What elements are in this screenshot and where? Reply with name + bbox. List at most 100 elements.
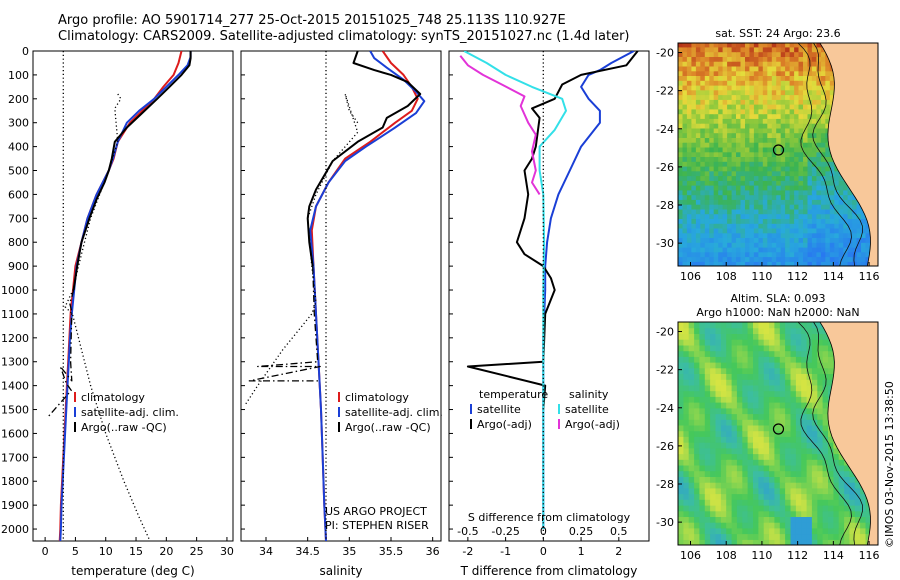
salinity-legend-label: Argo(..raw -QC)	[345, 421, 431, 434]
salinity-xtick-label: 35.5	[379, 545, 404, 558]
imos-credit: ©IMOS 03-Nov-2015 13:38:50	[883, 381, 896, 548]
sst_map-frame	[677, 42, 879, 267]
salinity-legend-label: climatology	[345, 391, 409, 404]
salinity-legend-label: satellite-adj. clim.	[345, 406, 443, 419]
temperature-ytick-label: 1600	[1, 427, 29, 440]
temperature-ytick-label: 2000	[1, 523, 29, 536]
temperature-ytick-label: 700	[8, 212, 29, 225]
sla_map-ytick-label: -22	[656, 364, 674, 377]
difference-legend-label: Argo(-adj)	[477, 418, 532, 431]
sla_map-xtick-label: 116	[859, 549, 880, 562]
temperature-legend-label: Argo(..raw -QC)	[81, 421, 167, 434]
temperature-ytick-label: 100	[8, 69, 29, 82]
temperature-ytick-label: 1500	[1, 404, 29, 417]
sla_map-isobath	[812, 322, 864, 545]
salinity-annotation-line: US ARGO PROJECT	[325, 505, 427, 518]
salinity-series-3	[248, 266, 321, 382]
temperature-xtick-label: 15	[129, 545, 143, 558]
temperature-xtick-label: 25	[190, 545, 204, 558]
sst_map-xtick-label: 108	[716, 270, 737, 283]
sst_map-isobath	[797, 43, 852, 266]
temperature-ytick-label: 1300	[1, 356, 29, 369]
header-line-1: Argo profile: AO 5901714_277 25-Oct-2015…	[58, 13, 566, 28]
temperature-series-2	[72, 51, 192, 291]
temperature-ytick-label: 1400	[1, 380, 29, 393]
difference-xlabel: T difference from climatology	[460, 564, 638, 578]
difference-legend-label: Argo(-adj)	[565, 418, 620, 431]
sla_map-ytick-label: -24	[656, 402, 674, 415]
sla_map-ytick-label: -28	[656, 478, 674, 491]
difference-xtick-label: 1	[578, 545, 585, 558]
difference-xtick-label: -1	[500, 545, 511, 558]
difference-series-2	[463, 51, 567, 529]
sst_map-argo-marker	[772, 144, 785, 156]
sla_map-ytick-label: -26	[656, 440, 674, 453]
difference-legend-header-temperature: temperature	[479, 388, 548, 401]
sst_map-xtick-label: 116	[859, 270, 880, 283]
difference-xtick-label: -2	[462, 545, 473, 558]
temperature-xlabel: temperature (deg C)	[71, 564, 194, 578]
sla_map-ytick-label: -20	[656, 326, 674, 339]
header-line-2: Climatology: CARS2009. Satellite-adjuste…	[58, 29, 630, 44]
temperature-xtick-label: 0	[42, 545, 49, 558]
temperature-xtick-label: 5	[72, 545, 79, 558]
sst_map-isobath	[812, 43, 864, 266]
salinity-annotation-line: PI: STEPHEN RISER	[325, 519, 429, 532]
salinity-xlabel: salinity	[319, 564, 362, 578]
sst_map-ytick-label: -30	[656, 237, 674, 250]
sst_map-ytick-label: -26	[656, 161, 674, 174]
difference-series-0	[542, 51, 635, 529]
sst_map-land	[819, 43, 878, 266]
salinity-series-4	[244, 93, 359, 406]
sst_map-field	[678, 43, 878, 266]
sla_map-ytick-label: -30	[656, 516, 674, 529]
sst_map-ytick-label: -22	[656, 85, 674, 98]
sst_map-ytick-label: -28	[656, 199, 674, 212]
sla_map-subtitle: Argo h1000: NaN h2000: NaN	[696, 306, 859, 319]
sla_map-xtick-label: 112	[787, 549, 808, 562]
sst_map-xtick-label: 110	[751, 270, 772, 283]
sla_map-argo-marker	[772, 423, 785, 435]
salinity-frame	[240, 50, 442, 542]
salinity-xtick-label: 36	[426, 545, 440, 558]
sla_map-land	[819, 322, 878, 545]
temperature-ytick-label: 1800	[1, 475, 29, 488]
sst_map-xtick-label: 106	[680, 270, 701, 283]
sst_map-xtick-label: 112	[787, 270, 808, 283]
sla_map-xtick-label: 114	[823, 549, 844, 562]
temperature-xtick-label: 30	[220, 545, 234, 558]
difference-xtick-label: 2	[615, 545, 622, 558]
temperature-ytick-label: 1700	[1, 451, 29, 464]
sst_map-ytick-label: -20	[656, 47, 674, 60]
sla_map-field	[678, 322, 878, 545]
salinity-xtick-label: 35	[342, 545, 356, 558]
difference-xtick-label: 0	[540, 545, 547, 558]
temperature-ytick-label: 400	[8, 141, 29, 154]
sla_map-xtick-label: 108	[716, 549, 737, 562]
sla_map-frame	[677, 321, 879, 546]
temperature-ytick-label: 1900	[1, 499, 29, 512]
sst_map-xtick-label: 114	[823, 270, 844, 283]
temperature-frame	[32, 50, 234, 542]
difference-top-axis-label: S difference from climatology	[468, 511, 631, 524]
difference-top-xtick-label: -0.25	[491, 525, 519, 538]
temperature-ytick-label: 300	[8, 117, 29, 130]
temperature-xtick-label: 20	[159, 545, 173, 558]
temperature-ytick-label: 500	[8, 165, 29, 178]
temperature-ytick-label: 600	[8, 188, 29, 201]
temperature-ytick-label: 200	[8, 93, 29, 106]
sla_map-xtick-label: 106	[680, 549, 701, 562]
temperature-ytick-label: 0	[22, 45, 29, 58]
sst_map-ytick-label: -24	[656, 123, 674, 136]
difference-top-xtick-label: -0.5	[457, 525, 478, 538]
difference-top-xtick-label: 0.25	[569, 525, 594, 538]
temperature-ytick-label: 1000	[1, 284, 29, 297]
salinity-xtick-label: 34	[259, 545, 273, 558]
temperature-ytick-label: 900	[8, 260, 29, 273]
temperature-xtick-label: 10	[99, 545, 113, 558]
salinity-series-2	[306, 51, 422, 267]
temperature-legend-label: satellite-adj. clim.	[81, 406, 179, 419]
difference-series-3	[459, 55, 541, 195]
